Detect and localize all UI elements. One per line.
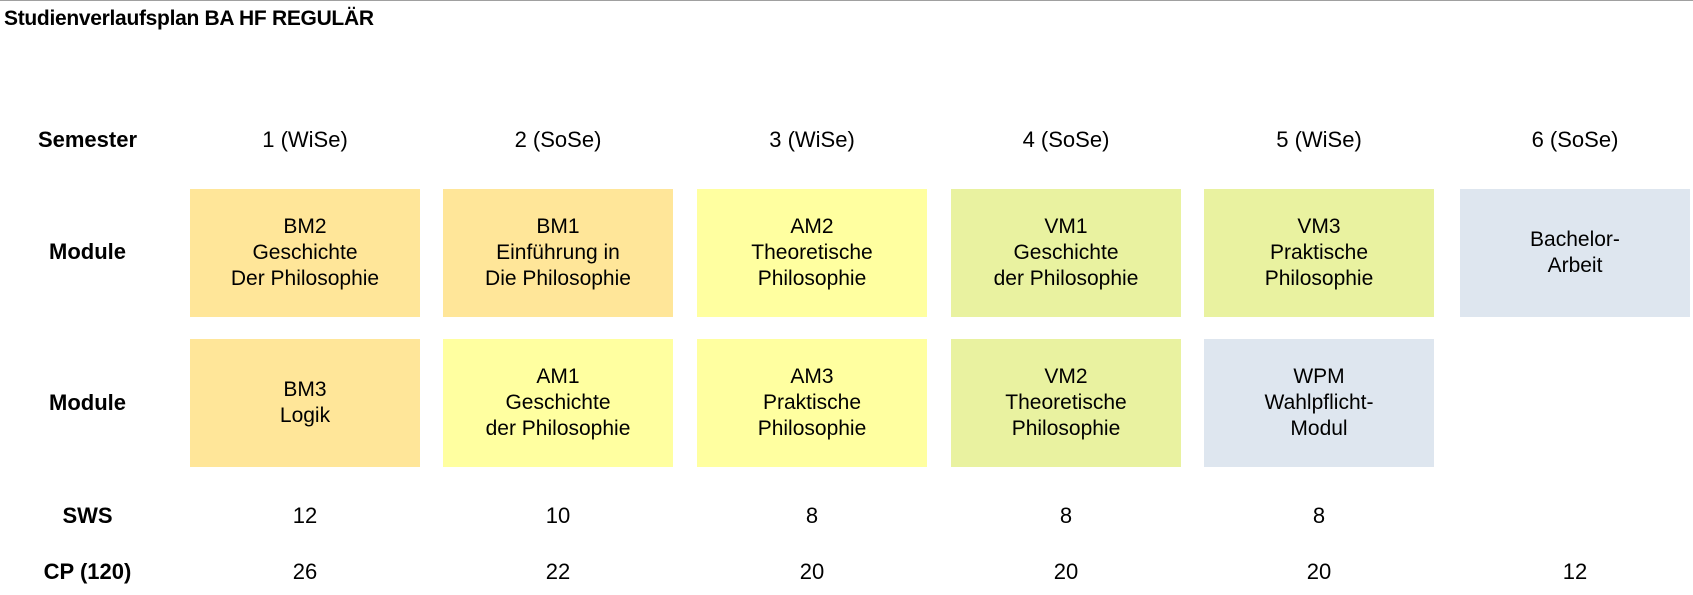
module-box: AM1 Geschichte der Philosophie [443,339,673,467]
semester-header: 5 (WiSe) [1276,127,1362,152]
sws-value: 8 [805,503,819,528]
row-label-semester: Semester [37,127,138,152]
module-box: BM2 Geschichte Der Philosophie [190,189,420,317]
module-box: VM3 Praktische Philosophie [1204,189,1434,317]
module-box: AM3 Praktische Philosophie [697,339,927,467]
semester-header: 6 (SoSe) [1531,127,1619,152]
module-box: BM1 Einführung in Die Philosophie [443,189,673,317]
module-box: BM3 Logik [190,339,420,467]
cp-value: 12 [1562,559,1588,584]
module-box: WPM Wahlpflicht- Modul [1204,339,1434,467]
sws-value: 12 [292,503,318,528]
sws-value: 10 [545,503,571,528]
sws-value: 8 [1059,503,1073,528]
row-label-module-2: Module [49,390,126,415]
page-title: Studienverlaufsplan BA HF REGULÄR [4,7,374,30]
sws-value: 8 [1312,503,1326,528]
semester-header: 2 (SoSe) [514,127,602,152]
cp-value: 20 [799,559,825,584]
cp-value: 26 [292,559,318,584]
module-box: VM2 Theoretische Philosophie [951,339,1181,467]
semester-header: 4 (SoSe) [1022,127,1110,152]
row-label-cp: CP (120) [43,559,132,584]
module-box: VM1 Geschichte der Philosophie [951,189,1181,317]
row-label-sws: SWS [62,503,113,528]
module-box: Bachelor- Arbeit [1460,189,1690,317]
semester-header: 1 (WiSe) [262,127,348,152]
cp-value: 20 [1306,559,1332,584]
row-label-module-1: Module [49,239,126,264]
cp-value: 20 [1053,559,1079,584]
semester-header: 3 (WiSe) [769,127,855,152]
cp-value: 22 [545,559,571,584]
module-box: AM2 Theoretische Philosophie [697,189,927,317]
